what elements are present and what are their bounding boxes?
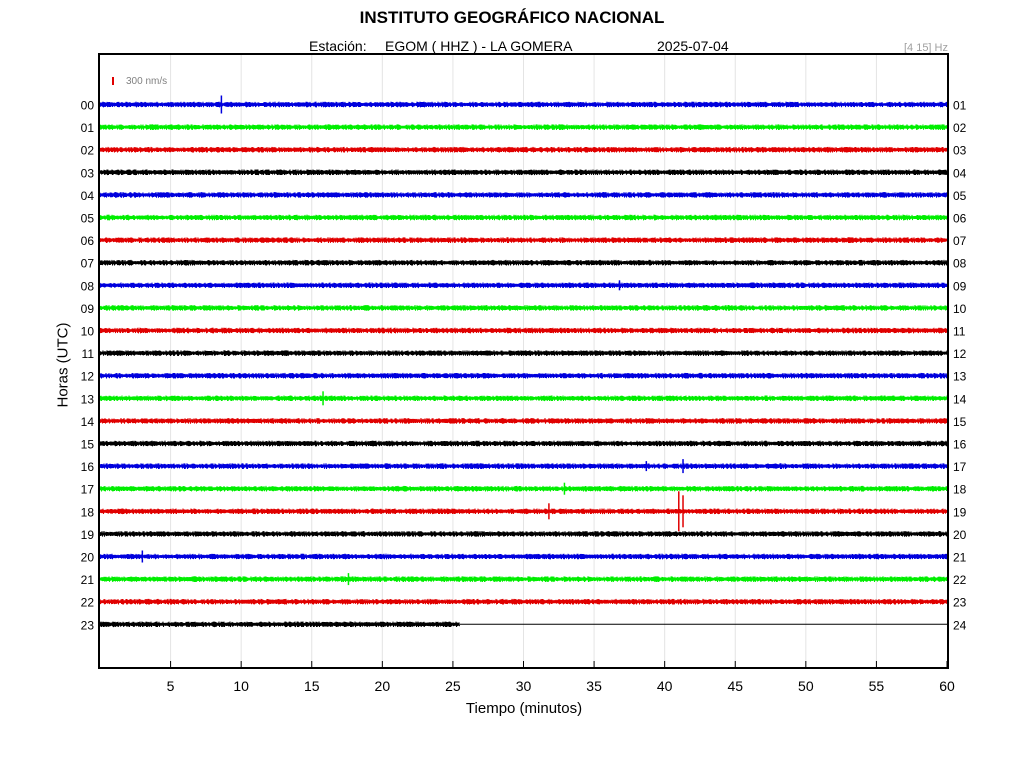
- x-tick-label: 45: [727, 678, 743, 694]
- hour-label-right: 22: [953, 573, 967, 587]
- hour-label-left: 18: [81, 505, 95, 519]
- hour-label-left: 09: [81, 302, 95, 316]
- hour-label-left: 05: [81, 212, 95, 226]
- x-tick-label: 30: [516, 678, 532, 694]
- hour-label-right: 24: [953, 618, 967, 632]
- hour-label-right: 07: [953, 234, 967, 248]
- hour-label-right: 17: [953, 460, 967, 474]
- hour-label-left: 04: [81, 189, 95, 203]
- trace-hour-10: [99, 327, 948, 334]
- hour-label-left: 16: [81, 460, 95, 474]
- hour-label-right: 09: [953, 279, 967, 293]
- trace-hour-01: [99, 124, 948, 130]
- trace-hour-12: [99, 372, 948, 379]
- trace-hour-04: [99, 192, 948, 198]
- trace-hour-19: [99, 531, 948, 537]
- x-tick-label: 10: [233, 678, 249, 694]
- trace-hour-14: [99, 418, 948, 424]
- hour-label-right: 23: [953, 596, 967, 610]
- hour-label-left: 08: [81, 279, 95, 293]
- station-label: Estación:: [309, 38, 367, 54]
- trace-hour-08: [99, 282, 948, 289]
- x-tick-label: 25: [445, 678, 461, 694]
- trace-hour-15: [99, 440, 948, 447]
- hour-label-left: 03: [81, 166, 95, 180]
- hour-label-right: 04: [953, 166, 967, 180]
- hour-label-left: 02: [81, 144, 95, 158]
- trace-hour-18: [99, 508, 948, 515]
- x-axis-label: Tiempo (minutos): [465, 700, 583, 717]
- hour-label-right: 21: [953, 551, 967, 565]
- trace-hour-09: [99, 305, 948, 311]
- hour-label-right: 11: [953, 325, 966, 339]
- trace-hour-17: [99, 485, 948, 492]
- station-name: EGOM ( HHZ ) - LA GOMERA: [385, 38, 573, 54]
- hour-label-left: 11: [82, 347, 95, 361]
- hour-label-left: 20: [81, 551, 95, 565]
- seismic-traces: [99, 95, 948, 628]
- hour-label-right: 08: [953, 257, 967, 271]
- hour-label-right: 16: [953, 438, 967, 452]
- trace-hour-05: [99, 214, 948, 221]
- hour-label-left: 06: [81, 234, 95, 248]
- hour-label-left: 13: [81, 392, 95, 406]
- hour-label-right: 12: [953, 347, 967, 361]
- y-axis-label: Horas (UTC): [54, 322, 72, 408]
- scale-bar-label: 300 nm/s: [126, 76, 168, 87]
- hour-label-right: 03: [953, 144, 967, 158]
- hour-label-left: 19: [81, 528, 95, 542]
- x-tick-label: 40: [657, 678, 673, 694]
- hour-label-right: 14: [953, 392, 967, 406]
- x-tick-label: 55: [869, 678, 885, 694]
- trace-hour-03: [99, 169, 948, 176]
- trace-hour-02: [99, 146, 948, 153]
- trace-hour-21: [99, 576, 948, 582]
- x-tick-label: 35: [586, 678, 602, 694]
- hour-label-left: 14: [81, 415, 95, 429]
- hour-label-left: 17: [81, 483, 95, 497]
- chart-title: INSTITUTO GEOGRÁFICO NACIONAL: [359, 8, 665, 27]
- hour-label-left: 12: [81, 370, 95, 384]
- hour-label-left: 01: [81, 121, 95, 135]
- trace-hour-13: [99, 395, 948, 402]
- hour-label-right: 05: [953, 189, 967, 203]
- filter-band-label: [4 15] Hz: [903, 42, 948, 54]
- hour-label-left: 21: [81, 573, 95, 587]
- x-tick-label: 20: [375, 678, 391, 694]
- grid-lines: [170, 55, 877, 667]
- trace-hour-11: [99, 350, 948, 356]
- trace-hour-06: [99, 237, 948, 243]
- hour-label-right: 06: [953, 212, 967, 226]
- trace-hour-22: [99, 598, 948, 605]
- hour-label-left: 07: [81, 257, 95, 271]
- hour-label-right: 20: [953, 528, 967, 542]
- hour-label-right: 15: [953, 415, 967, 429]
- hour-label-right: 18: [953, 483, 967, 497]
- trace-hour-16: [99, 463, 948, 469]
- x-tick-label: 15: [304, 678, 320, 694]
- trace-hour-07: [99, 259, 948, 266]
- hour-label-right: 02: [953, 121, 967, 135]
- scale-bar: [112, 77, 114, 85]
- hour-label-right: 01: [953, 99, 967, 113]
- hour-label-left: 15: [81, 438, 95, 452]
- x-tick-label: 50: [798, 678, 814, 694]
- date-label: 2025-07-04: [657, 38, 729, 54]
- hour-label-left: 23: [81, 618, 95, 632]
- hour-label-right: 19: [953, 505, 967, 519]
- trace-hour-20: [99, 553, 948, 560]
- trace-hour-00: [99, 101, 948, 108]
- axis-ticks: 5 10 15 20 25 30 35 40 45 50 55 60 00 01 02 03 04 05 06 07 0…: [81, 99, 967, 695]
- hour-label-left: 22: [81, 596, 95, 610]
- hour-label-left: 00: [81, 99, 95, 113]
- plot-frame: [98, 53, 949, 669]
- hour-label-right: 10: [953, 302, 967, 316]
- hour-label-right: 13: [953, 370, 967, 384]
- hour-label-left: 10: [81, 325, 95, 339]
- trace-hour-23: [99, 621, 460, 628]
- x-tick-label: 60: [939, 678, 955, 694]
- x-tick-label: 5: [167, 678, 175, 694]
